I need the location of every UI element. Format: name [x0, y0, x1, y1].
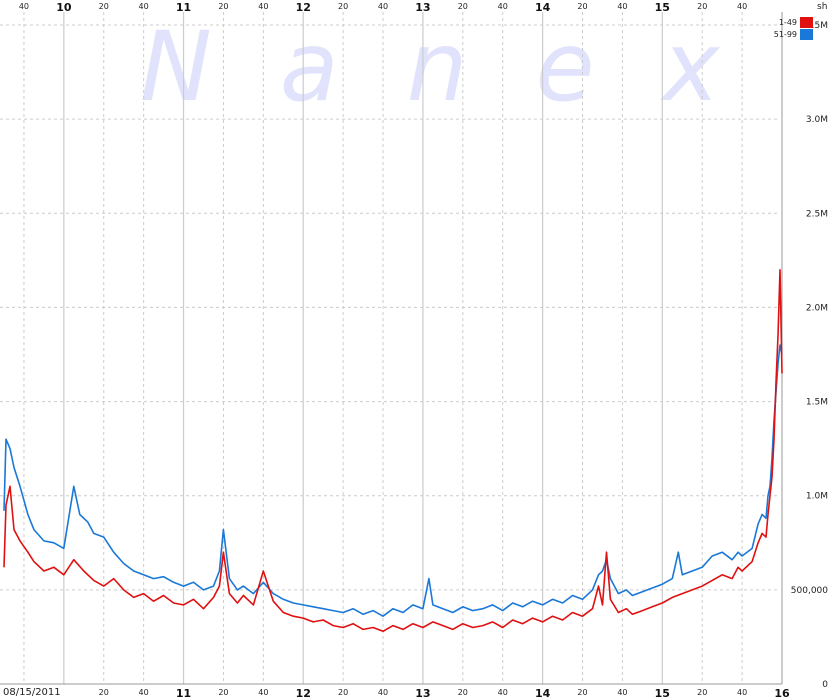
- x-tick-label-bottom: 14: [535, 687, 551, 700]
- x-tick-label-top: 11: [176, 1, 191, 14]
- y-unit-label: sh: [817, 2, 827, 12]
- x-tick-label-top: 40: [498, 2, 508, 11]
- legend: 1-49 51-99: [774, 17, 813, 40]
- x-tick-label-bottom: 20: [99, 688, 109, 697]
- x-tick-label-bottom: 20: [458, 688, 468, 697]
- x-tick-label-top: 14: [535, 1, 551, 14]
- x-tick-label-bottom: 20: [338, 688, 348, 697]
- y-axis-right: 0 500,000 1.0M 1.5M 2.0M 2.5M 3.0M 3.5M: [791, 21, 828, 690]
- x-tick-label-top: 20: [218, 2, 228, 11]
- series-line-51-99: [3, 344, 783, 618]
- legend-label-51-99: 51-99: [774, 30, 797, 39]
- y-tick-label: 2.5M: [806, 209, 828, 219]
- x-tick-label-bottom: 13: [415, 687, 430, 700]
- x-tick-label-top: 40: [737, 2, 747, 11]
- x-tick-label-bottom: 40: [139, 688, 149, 697]
- x-tick-label-bottom: 12: [296, 687, 311, 700]
- x-tick-label-bottom: 40: [498, 688, 508, 697]
- y-tick-label: 0: [822, 680, 828, 690]
- legend-swatch-1-49: [800, 17, 813, 28]
- y-tick-label: 3.5M: [806, 21, 828, 31]
- x-tick-label-bottom: 15: [655, 687, 670, 700]
- x-tick-label-bottom: 20: [218, 688, 228, 697]
- x-tick-label-bottom: 40: [737, 688, 747, 697]
- x-tick-label-top: 20: [577, 2, 587, 11]
- x-tick-label-top: 10: [56, 1, 72, 14]
- y-tick-label: 1.5M: [806, 398, 828, 408]
- watermark-text: Nanex: [140, 11, 787, 123]
- x-tick-label-top: 13: [415, 1, 430, 14]
- x-tick-label-top: 20: [99, 2, 109, 11]
- x-tick-label-bottom: 40: [378, 688, 388, 697]
- date-label: 08/15/2011: [3, 687, 61, 698]
- x-tick-label-bottom: 20: [577, 688, 587, 697]
- legend-swatch-51-99: [800, 29, 813, 40]
- gridlines: [0, 12, 783, 685]
- y-tick-label: 500,000: [791, 586, 828, 596]
- x-tick-label-top: 20: [458, 2, 468, 11]
- x-tick-label-bottom: 20: [697, 688, 707, 697]
- series-layer: [3, 268, 783, 633]
- x-tick-label-top: 40: [617, 2, 627, 11]
- y-tick-label: 2.0M: [806, 303, 828, 313]
- x-tick-label-top: 20: [338, 2, 348, 11]
- x-tick-label-top: 20: [697, 2, 707, 11]
- y-tick-label: 3.0M: [806, 115, 828, 125]
- x-tick-label-top: 40: [258, 2, 268, 11]
- x-tick-label-top: 40: [19, 2, 29, 11]
- x-tick-label-bottom: 40: [258, 688, 268, 697]
- x-axis-top: 40 10 20 40 11 20 40 12 20 40 13 20 40 14 20 40 15 20 40: [19, 1, 747, 14]
- x-tick-label-bottom: 40: [617, 688, 627, 697]
- x-tick-label-top: 40: [139, 2, 149, 11]
- x-tick-label-top: 12: [296, 1, 311, 14]
- series-line-1-49: [3, 268, 783, 633]
- x-tick-label-bottom: 11: [176, 687, 191, 700]
- legend-label-1-49: 1-49: [779, 18, 797, 27]
- x-tick-label-top: 40: [378, 2, 388, 11]
- y-tick-label: 1.0M: [806, 492, 828, 502]
- x-tick-label-top: 15: [655, 1, 670, 14]
- x-tick-label-bottom: 16: [774, 687, 790, 700]
- x-axis-bottom: 20 40 11 20 40 12 20 40 13 20 40 14 20 40 15 20 40 16: [99, 687, 790, 700]
